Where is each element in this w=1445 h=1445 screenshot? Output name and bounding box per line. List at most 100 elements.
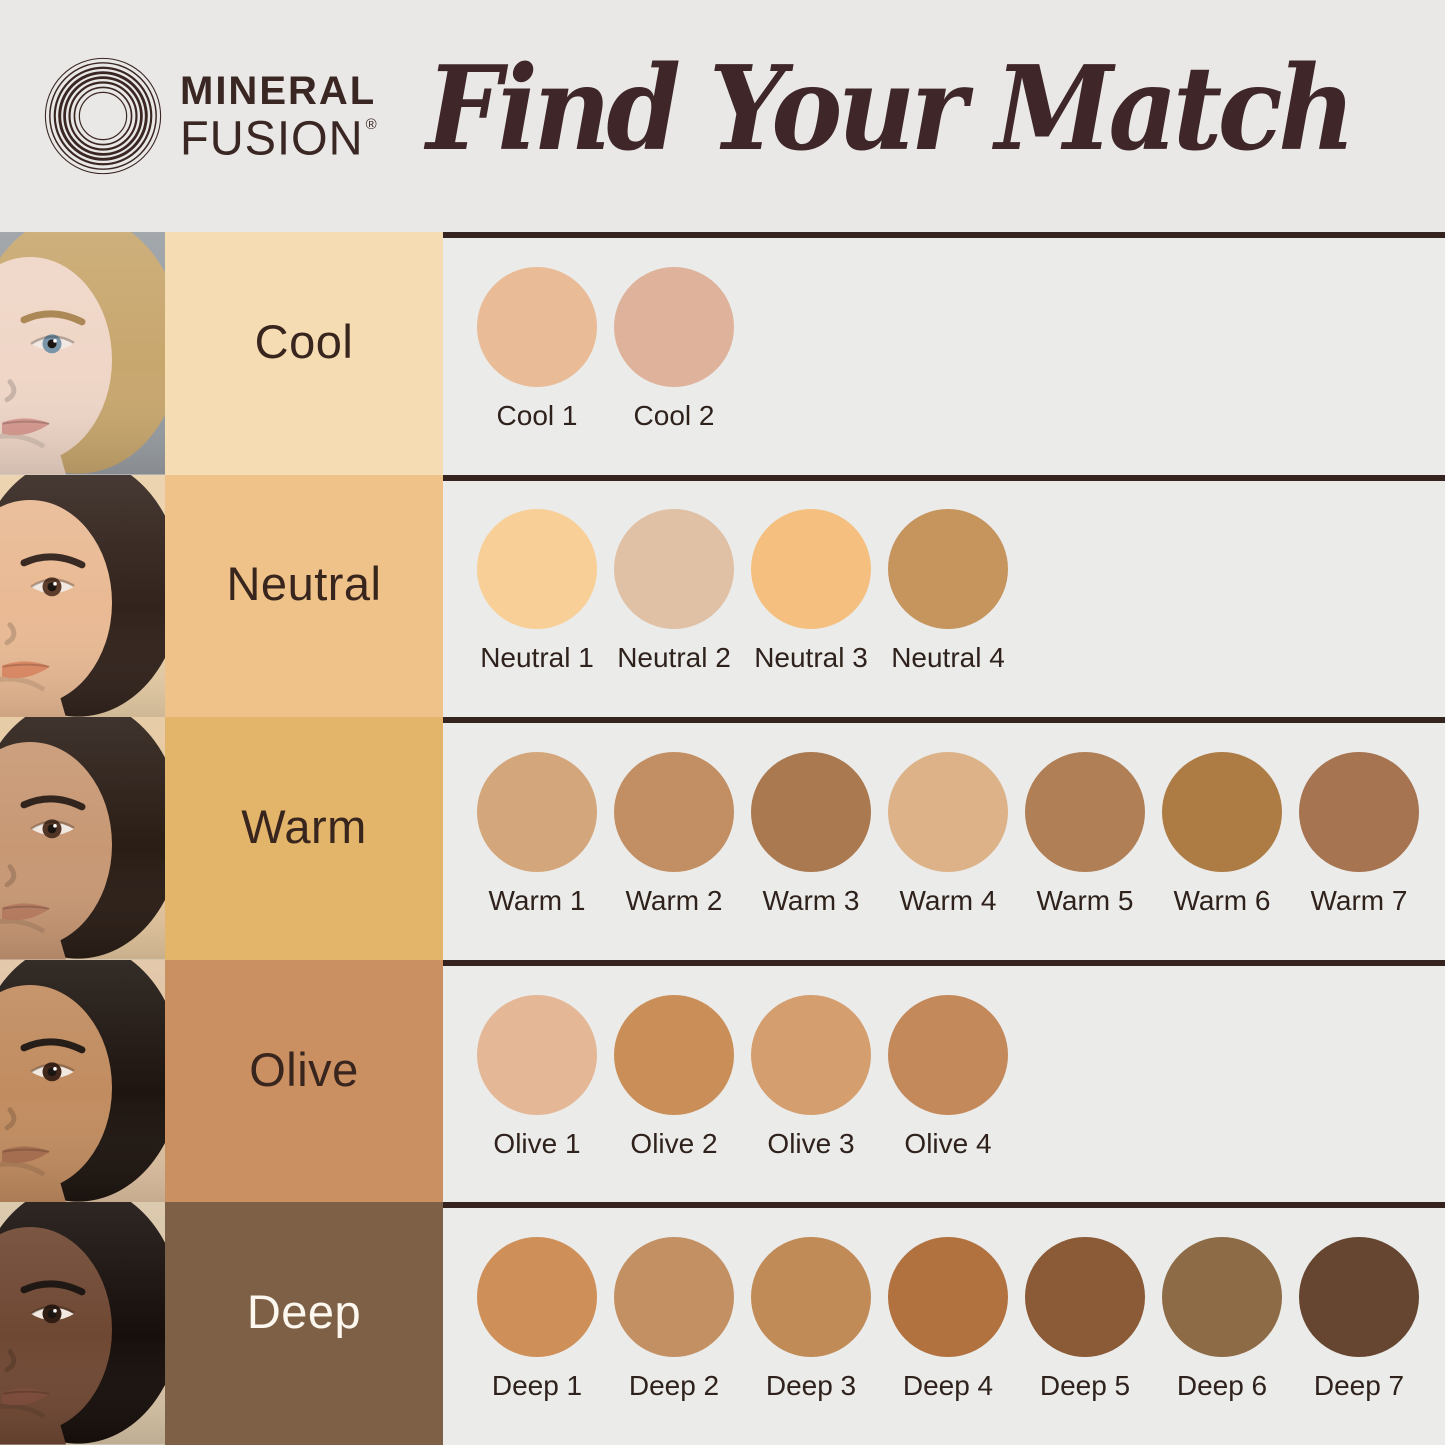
swatch-deep-6: Deep 6 xyxy=(1162,1237,1282,1402)
shade-color-dot xyxy=(477,751,597,872)
shade-name: Olive 4 xyxy=(904,1127,992,1159)
swatch-neutral-4: Neutral 4 xyxy=(888,509,1008,674)
shade-name: Neutral 3 xyxy=(754,642,868,674)
category-label-block: Warm xyxy=(165,717,443,960)
brand-name-fusion: FUSION ® xyxy=(180,110,378,165)
swatch-warm-7: Warm 7 xyxy=(1299,751,1419,917)
shade-color-dot xyxy=(1299,751,1419,872)
brand-lockup: MINERAL FUSION ® xyxy=(38,51,378,181)
shade-color-dot xyxy=(1299,1237,1419,1358)
mineral-fusion-logo-icon xyxy=(44,57,162,175)
category-label-warm: Warm xyxy=(241,799,367,853)
shade-row-olive: Olive Olive 1 Olive 2 Olive 3 Olive 4 xyxy=(0,959,1445,1203)
shade-name: Deep 6 xyxy=(1176,1370,1268,1402)
model-face-illustration xyxy=(0,717,165,960)
brand-name: MINERAL FUSION ® xyxy=(180,71,378,161)
shade-name: Warm 1 xyxy=(488,884,586,916)
shade-name: Deep 3 xyxy=(765,1370,857,1402)
shade-color-dot xyxy=(751,1237,871,1358)
face-photo-olive xyxy=(0,959,165,1203)
shade-name: Deep 7 xyxy=(1313,1370,1405,1402)
shade-color-dot xyxy=(888,509,1008,630)
swatch-olive-2: Olive 2 xyxy=(614,994,734,1160)
swatch-cool-2: Cool 2 xyxy=(614,266,734,432)
shade-name: Deep 2 xyxy=(628,1370,720,1402)
shade-row-neutral: Neutral Neutral 1 Neutral 2 Neutral 3 Ne… xyxy=(0,474,1445,718)
swatch-warm-5: Warm 5 xyxy=(1025,751,1145,917)
model-face-illustration xyxy=(0,1202,165,1445)
swatch-panel: Neutral 1 Neutral 2 Neutral 3 Neutral 4 xyxy=(443,474,1445,718)
shade-color-dot xyxy=(751,751,871,872)
model-face-illustration xyxy=(0,474,165,718)
shade-row-warm: Warm Warm 1 Warm 2 Warm 3 Warm 4 Warm 5 … xyxy=(0,717,1445,960)
shade-name: Warm 6 xyxy=(1173,884,1271,916)
shade-color-dot xyxy=(888,1237,1008,1358)
swatch-warm-6: Warm 6 xyxy=(1162,751,1282,917)
shade-color-dot xyxy=(614,994,734,1115)
shade-row-cool: Cool Cool 1 Cool 2 xyxy=(0,232,1445,475)
shade-color-dot xyxy=(888,994,1008,1115)
shade-color-dot xyxy=(477,1237,597,1358)
shade-color-dot xyxy=(751,509,871,630)
swatch-neutral-2: Neutral 2 xyxy=(614,509,734,674)
swatch-deep-7: Deep 7 xyxy=(1299,1237,1419,1402)
shade-color-dot xyxy=(751,994,871,1115)
swatch-warm-2: Warm 2 xyxy=(614,751,734,917)
swatch-deep-1: Deep 1 xyxy=(477,1237,597,1402)
face-photo-deep xyxy=(0,1202,165,1445)
swatch-panel: Olive 1 Olive 2 Olive 3 Olive 4 xyxy=(443,959,1445,1203)
category-label-deep: Deep xyxy=(246,1285,362,1339)
shade-color-dot xyxy=(1025,1237,1145,1358)
shade-name: Deep 4 xyxy=(902,1370,994,1402)
shade-name: Deep 5 xyxy=(1039,1370,1131,1402)
shade-name: Olive 1 xyxy=(493,1127,581,1159)
model-face-illustration xyxy=(0,959,165,1203)
shade-name: Warm 5 xyxy=(1036,884,1134,916)
category-label-block: Cool xyxy=(165,232,443,475)
swatch-warm-3: Warm 3 xyxy=(751,751,871,917)
shade-color-dot xyxy=(614,1237,734,1358)
category-label-block: Neutral xyxy=(165,474,443,718)
swatch-olive-3: Olive 3 xyxy=(751,994,871,1160)
shade-name: Warm 4 xyxy=(899,884,997,916)
shade-color-dot xyxy=(614,751,734,872)
category-label-block: Olive xyxy=(165,959,443,1203)
shade-color-dot xyxy=(888,751,1008,872)
shade-name: Neutral 4 xyxy=(891,642,1005,674)
swatch-panel: Cool 1 Cool 2 xyxy=(443,232,1445,475)
swatch-panel: Warm 1 Warm 2 Warm 3 Warm 4 Warm 5 Warm … xyxy=(443,717,1445,960)
category-label-olive: Olive xyxy=(249,1042,359,1096)
shade-color-dot xyxy=(477,509,597,630)
shade-name: Cool 1 xyxy=(496,399,578,431)
shade-name: Olive 2 xyxy=(630,1127,718,1159)
shade-name: Cool 2 xyxy=(633,399,715,431)
shade-name: Neutral 1 xyxy=(480,642,594,674)
shade-rows: Cool Cool 1 Cool 2 Neutral Ne xyxy=(0,232,1445,1445)
swatch-deep-4: Deep 4 xyxy=(888,1237,1008,1402)
swatch-olive-4: Olive 4 xyxy=(888,994,1008,1160)
category-label-cool: Cool xyxy=(254,314,354,368)
swatch-deep-2: Deep 2 xyxy=(614,1237,734,1402)
shade-color-dot xyxy=(477,266,597,387)
header: MINERAL FUSION ® Find Your Match xyxy=(0,0,1445,232)
face-photo-warm xyxy=(0,717,165,960)
shade-row-deep: Deep Deep 1 Deep 2 Deep 3 Deep 4 Deep 5 … xyxy=(0,1202,1445,1445)
face-photo-cool xyxy=(0,232,165,475)
model-face-illustration xyxy=(0,232,165,475)
swatch-warm-1: Warm 1 xyxy=(477,751,597,917)
shade-color-dot xyxy=(1162,751,1282,872)
shade-name: Olive 3 xyxy=(767,1127,855,1159)
shade-color-dot xyxy=(614,509,734,630)
swatch-olive-1: Olive 1 xyxy=(477,994,597,1160)
shade-name: Warm 2 xyxy=(625,884,723,916)
shade-name: Neutral 2 xyxy=(617,642,731,674)
swatch-deep-5: Deep 5 xyxy=(1025,1237,1145,1402)
shade-color-dot xyxy=(614,266,734,387)
category-label-block: Deep xyxy=(165,1202,443,1445)
swatch-cool-1: Cool 1 xyxy=(477,266,597,432)
swatch-panel: Deep 1 Deep 2 Deep 3 Deep 4 Deep 5 Deep … xyxy=(443,1202,1445,1445)
swatch-deep-3: Deep 3 xyxy=(751,1237,871,1402)
registered-trademark-symbol: ® xyxy=(365,116,378,133)
shade-name: Deep 1 xyxy=(491,1370,583,1402)
